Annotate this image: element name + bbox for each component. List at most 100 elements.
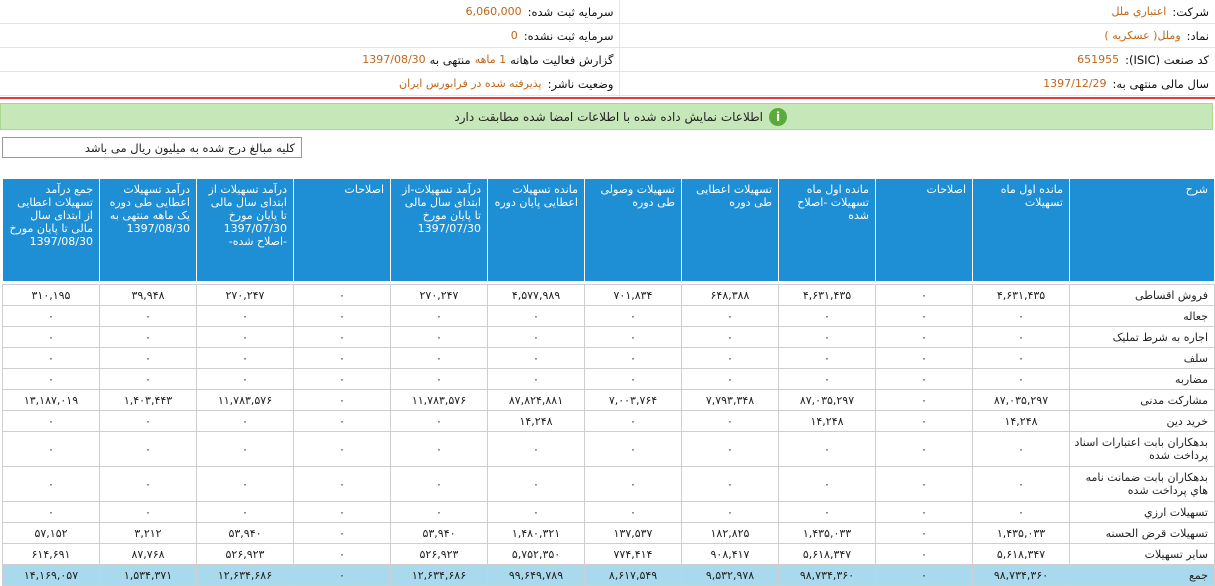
cell: ۰: [2, 501, 100, 523]
cell: ۰: [584, 305, 682, 327]
cell: ۰: [875, 501, 973, 523]
cell: ۰: [293, 543, 391, 565]
cell: ۰: [99, 305, 197, 327]
cell: ۸۷,۸۲۴,۸۸۱: [487, 389, 585, 411]
cell: ۰: [875, 305, 973, 327]
cell: ۰: [99, 466, 197, 502]
cell: ۰: [196, 466, 294, 502]
cell: ۱۴,۲۴۸: [778, 410, 876, 432]
column-header: تسهیلات اعطایی طی دوره: [681, 178, 779, 282]
cell: ۳,۲۱۲: [99, 522, 197, 544]
cell: ۰: [487, 326, 585, 348]
cell: ۰: [778, 326, 876, 348]
cell: ۰: [99, 431, 197, 467]
cell: ۰: [293, 431, 391, 467]
info-row: وضعیت ناشر: پذیرفته شده در فرابورس ایران: [0, 72, 620, 96]
cell: ۸۷,۰۳۵,۲۹۷: [778, 389, 876, 411]
cell: ۰: [681, 431, 779, 467]
cell: ۵,۶۱۸,۳۴۷: [972, 543, 1070, 565]
cell: ۰: [681, 305, 779, 327]
cell: ۶۴۸,۳۸۸: [681, 284, 779, 306]
info-row: کد صنعت (ISIC): 651955: [620, 48, 1215, 72]
cell: ۲۷۰,۲۴۷: [390, 284, 488, 306]
cell: ۳۱۰,۱۹۵: [2, 284, 100, 306]
cell: ۱,۴۳۵,۰۳۳: [778, 522, 876, 544]
cell: ۱,۵۳۴,۳۷۱: [99, 564, 197, 586]
cell: ۰: [972, 326, 1070, 348]
cell: ۰: [487, 466, 585, 502]
cell: ۰: [681, 501, 779, 523]
cell: ۱,۴۰۳,۴۴۳: [99, 389, 197, 411]
row-label: خرید دین: [1069, 410, 1215, 432]
cell: ۰: [196, 305, 294, 327]
info-row: گزارش فعالیت ماهانه 1 ماهه منتهی به 1397/08…: [0, 48, 620, 72]
cell: ۵۲۶,۹۲۳: [390, 543, 488, 565]
column-header: اصلاحات: [293, 178, 391, 282]
row-label: سایر تسهیلات: [1069, 543, 1215, 565]
cell: ۹,۵۳۲,۹۷۸: [681, 564, 779, 586]
cell: ۸۷,۰۳۵,۲۹۷: [972, 389, 1070, 411]
cell: ۰: [293, 501, 391, 523]
header-row: شرح مانده اول ماه تسهیلات اصلاحات مانده اول…: [2, 178, 1215, 282]
cell: ۰: [2, 466, 100, 502]
row-label: سلف: [1069, 347, 1215, 369]
info-label: کد صنعت (ISIC):: [1125, 52, 1209, 67]
info-label: سرمایه ثبت شده:: [527, 4, 614, 19]
cell: ۱۳۷,۵۳۷: [584, 522, 682, 544]
cell: ۹۸,۷۳۴,۳۶۰: [778, 564, 876, 586]
cell: ۰: [99, 326, 197, 348]
cell: ۰: [196, 501, 294, 523]
cell: ۰: [875, 410, 973, 432]
cell: ۳۹,۹۴۸: [99, 284, 197, 306]
info-value: 0: [510, 29, 518, 42]
info-value: پذیرفته شده در فرابورس ایران: [399, 77, 542, 90]
column-header: مانده تسهیلات اعطایی پایان دوره: [487, 178, 585, 282]
cell: ۰: [2, 410, 100, 432]
cell: ۰: [2, 368, 100, 390]
cell: ۰: [390, 326, 488, 348]
cell: ۰: [972, 431, 1070, 467]
cell: ۰: [681, 347, 779, 369]
cell: ۷,۰۰۳,۷۶۴: [584, 389, 682, 411]
cell: ۸,۶۱۷,۵۴۹: [584, 564, 682, 586]
column-header: مانده اول ماه تسهیلات: [972, 178, 1070, 282]
info-label: شرکت:: [1172, 4, 1209, 19]
info-label: نماد:: [1186, 28, 1209, 43]
cell: ۰: [972, 501, 1070, 523]
cell: ۰: [681, 410, 779, 432]
cell: ۱۲,۶۳۴,۶۸۶: [196, 564, 294, 586]
table-row: خرید دین ۱۴,۲۴۸ ۰ ۱۴,۲۴۸ ۰ ۰ ۱۴,۲۴۸ ۰ ۰ ۰ ۰ ۰: [2, 410, 1215, 432]
cell: ۲۷۰,۲۴۷: [196, 284, 294, 306]
cell: ۰: [196, 347, 294, 369]
cell: ۰: [487, 347, 585, 369]
cell: ۱۱,۷۸۳,۵۷۶: [390, 389, 488, 411]
cell: ۰: [487, 368, 585, 390]
cell: ۰: [196, 431, 294, 467]
cell: ۱,۴۸۰,۳۲۱: [487, 522, 585, 544]
banner: i اطلاعات نمایش داده شده با اطلاعات امضا …: [0, 103, 1213, 130]
row-label: جعاله: [1069, 305, 1215, 327]
cell: ۰: [390, 501, 488, 523]
cell: ۰: [972, 466, 1070, 502]
cell: ۰: [293, 410, 391, 432]
info-value: 6,060,000: [465, 5, 522, 18]
divider: [0, 97, 1215, 99]
row-label: بدهکاران بابت اعتبارات اسناد پرداخت شده: [1069, 431, 1215, 467]
row-label: اجاره به شرط تملیک: [1069, 326, 1215, 348]
note-text: کلیه مبالغ درج شده به میلیون ریال می باش…: [84, 140, 295, 155]
cell: ۰: [390, 466, 488, 502]
cell: ۹۸,۷۳۴,۳۶۰: [972, 564, 1070, 586]
row-label: جمع: [1069, 564, 1215, 586]
cell: ۷۷۴,۴۱۴: [584, 543, 682, 565]
info-row: سرمایه ثبت نشده: 0: [0, 24, 620, 48]
cell: ۰: [293, 564, 391, 586]
cell: ۴,۶۳۱,۴۳۵: [972, 284, 1070, 306]
table-row: مضاربه ۰ ۰ ۰ ۰ ۰ ۰ ۰ ۰ ۰ ۰ ۰: [2, 368, 1215, 390]
info-value: 651955: [1077, 53, 1120, 66]
cell: ۰: [875, 326, 973, 348]
cell: ۰: [99, 410, 197, 432]
info-left: سرمایه ثبت شده: 6,060,000 سرمایه ثبت نشده…: [0, 0, 620, 97]
info-value: اعتباري ملل: [1111, 5, 1167, 18]
cell: ۰: [293, 466, 391, 502]
